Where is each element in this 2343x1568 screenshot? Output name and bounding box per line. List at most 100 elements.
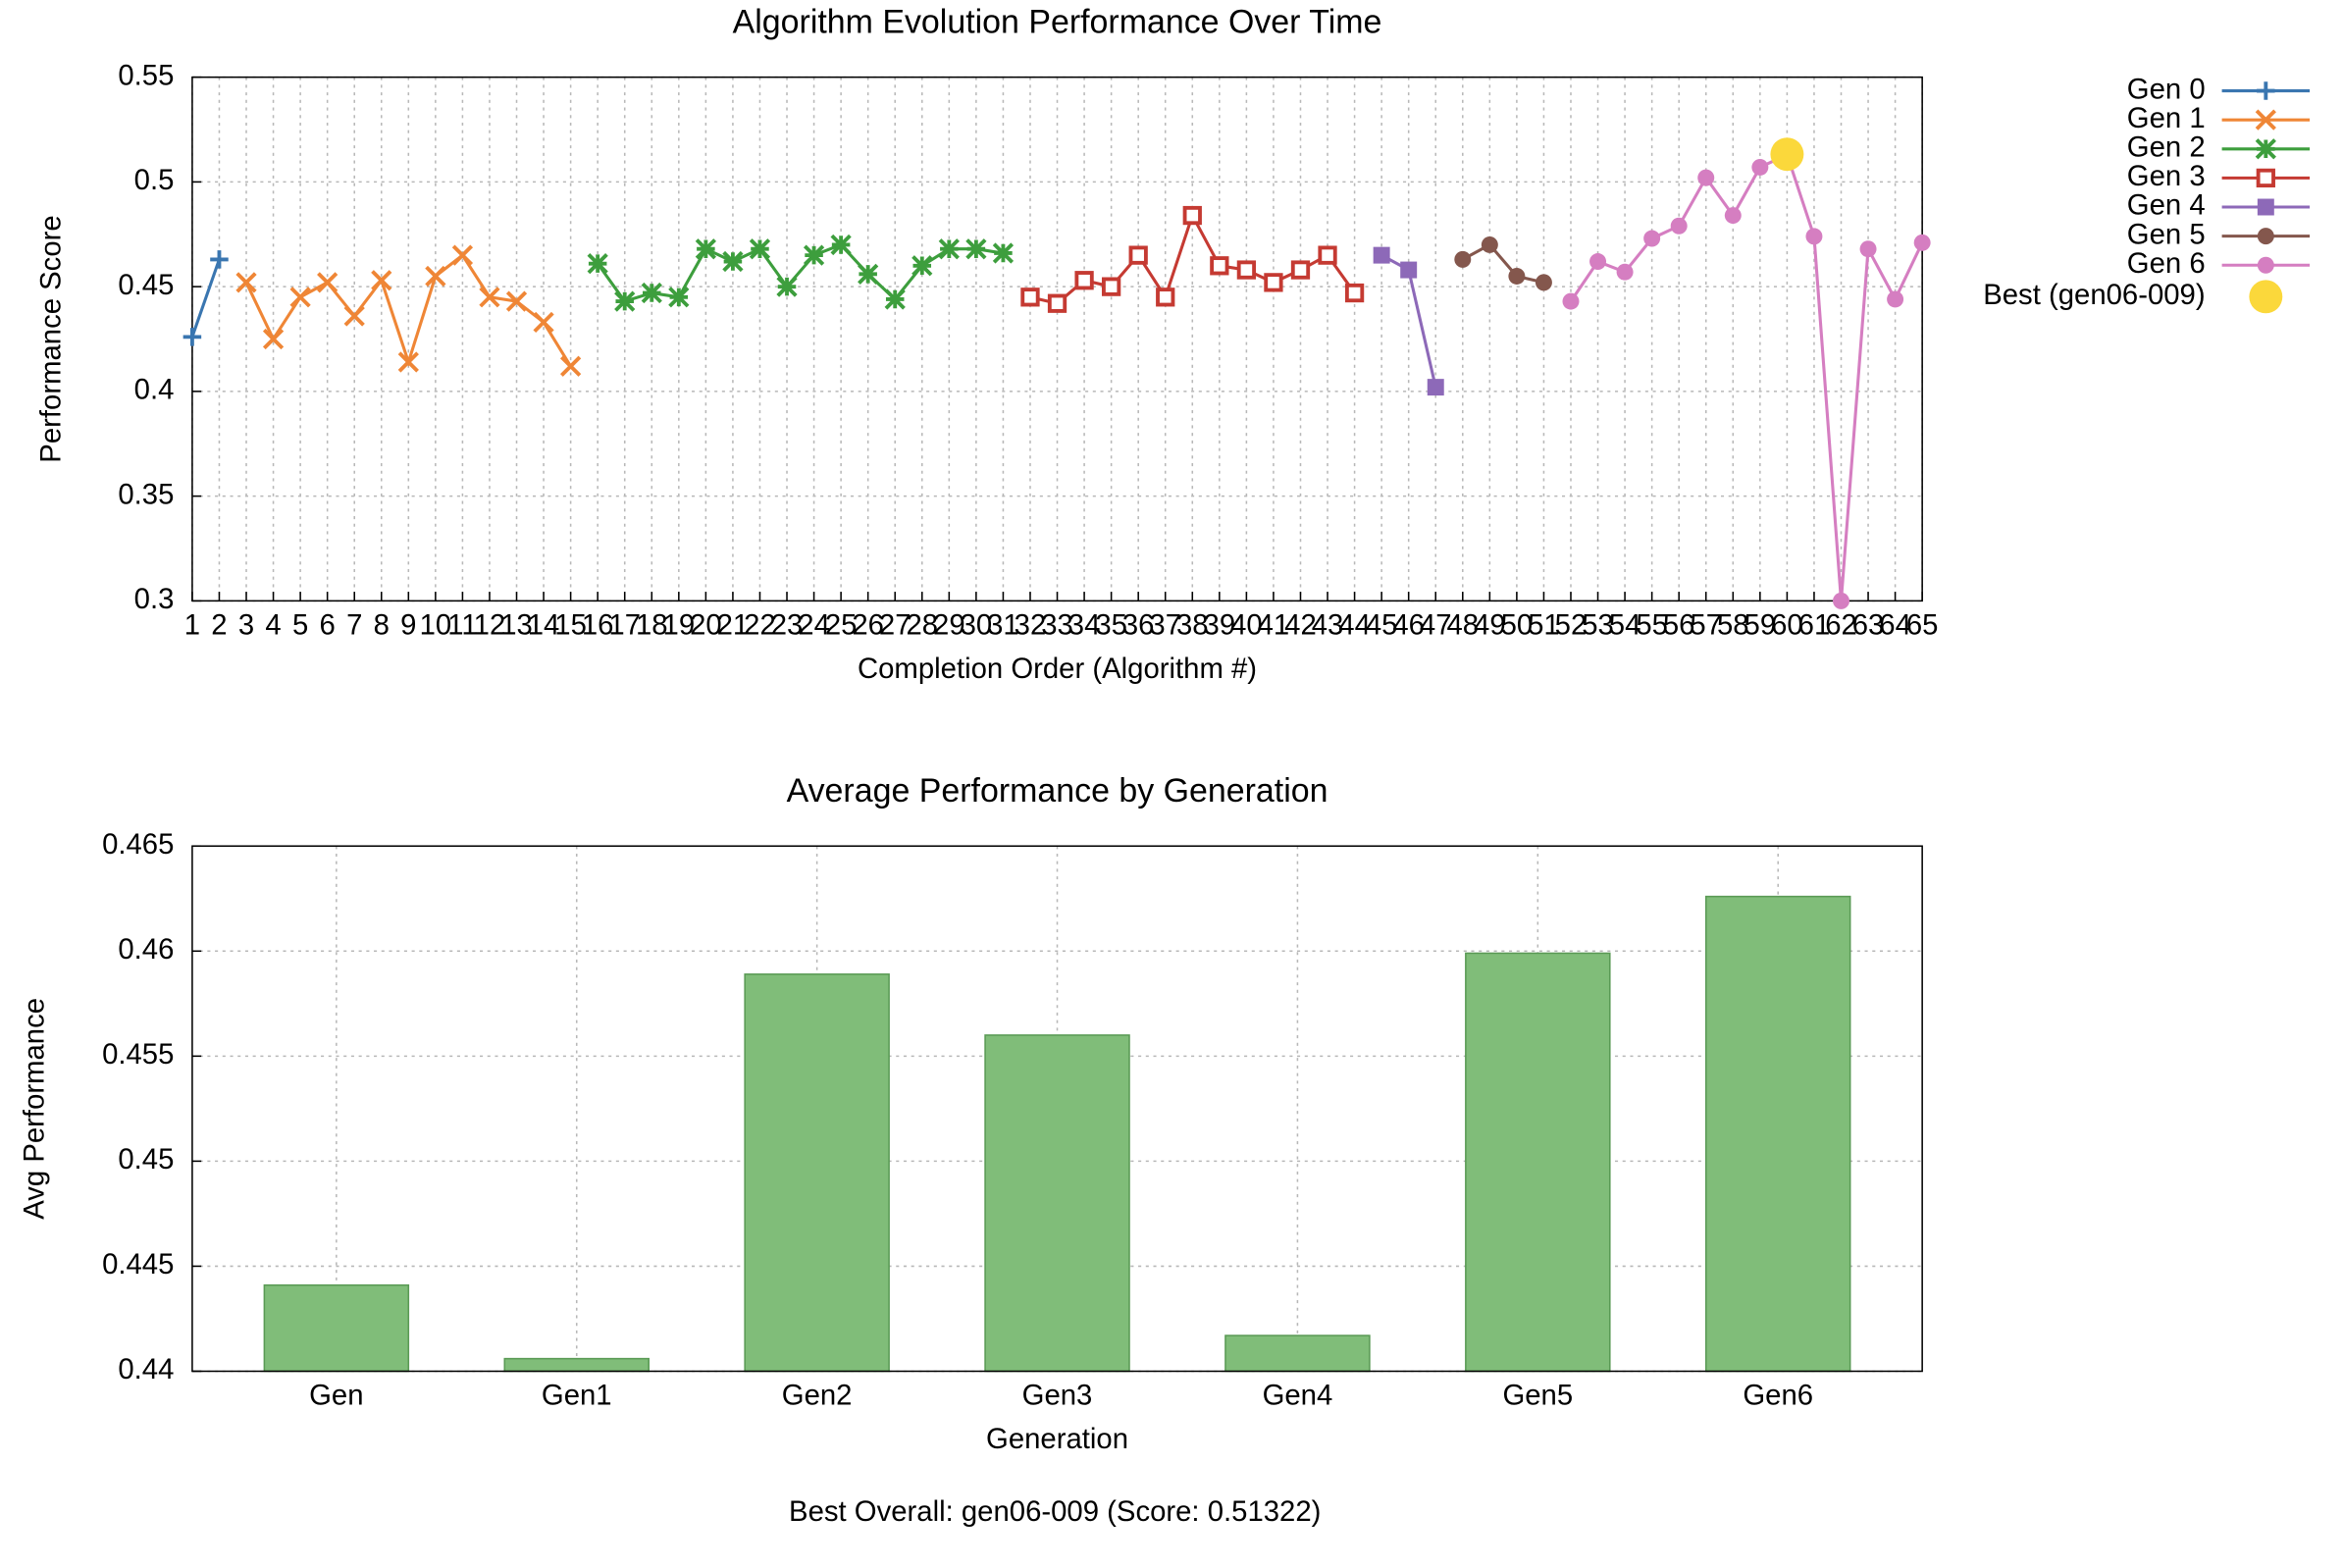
data-point [1047, 293, 1067, 313]
series-line [1569, 152, 1924, 601]
x-tick-label: 61 [1798, 608, 1831, 641]
x-tick-label: 31 [987, 608, 1019, 641]
series-line [244, 252, 572, 368]
data-point [668, 287, 690, 308]
x-tick-label: 63 [1852, 608, 1885, 641]
data-point [1670, 217, 1688, 235]
data-point [695, 238, 716, 260]
data-point [1481, 235, 1498, 253]
legend-symbol [2257, 81, 2275, 100]
x-tick-label: 46 [1392, 608, 1425, 641]
legend-label: Gen 2 [2127, 131, 2206, 164]
x-tick-label: 55 [1636, 608, 1668, 641]
data-point [1400, 261, 1418, 279]
data-point [1887, 290, 1904, 308]
x-tick-label: Gen2 [782, 1379, 853, 1411]
data-point [235, 272, 257, 293]
data-point [911, 255, 933, 277]
data-point [1859, 240, 1877, 258]
bar [263, 1283, 410, 1373]
x-tick-label: 34 [1068, 608, 1101, 641]
y-tick-label: 0.55 [118, 59, 174, 91]
y-tick-label: 0.445 [102, 1248, 174, 1281]
data-point [1454, 250, 1472, 268]
bar [503, 1357, 650, 1373]
x-tick-label: 21 [717, 608, 750, 641]
x-tick-label: 43 [1312, 608, 1344, 641]
x-tick-label: 2 [211, 608, 227, 641]
x-tick-label: 14 [528, 608, 560, 641]
x-tick-label: 3 [238, 608, 254, 641]
y-axis-label: Performance Score [35, 215, 68, 462]
data-point [317, 272, 338, 293]
data-point [289, 287, 311, 308]
x-tick-label: 7 [346, 608, 362, 641]
x-tick-label: Gen3 [1022, 1379, 1093, 1411]
data-point [182, 328, 202, 346]
x-tick-label: 58 [1717, 608, 1749, 641]
data-point [803, 244, 825, 266]
bar [1465, 952, 1611, 1373]
x-tick-label: 28 [906, 608, 938, 641]
y-tick-label: 0.3 [134, 583, 175, 615]
x-tick-label: 62 [1825, 608, 1857, 641]
data-point [425, 265, 446, 287]
data-point [1562, 292, 1580, 310]
x-tick-label: 24 [798, 608, 830, 641]
x-tick-label: Gen4 [1263, 1379, 1333, 1411]
x-tick-label: 4 [265, 608, 281, 641]
data-point [1318, 245, 1337, 265]
legend-symbol [2257, 256, 2274, 274]
x-tick-label: 23 [771, 608, 804, 641]
data-point [938, 238, 960, 260]
data-point [1535, 274, 1552, 291]
x-tick-label: 36 [1122, 608, 1155, 641]
x-tick-label: 48 [1446, 608, 1479, 641]
data-point [1373, 246, 1390, 264]
data-point [965, 238, 987, 260]
data-point [1156, 287, 1175, 307]
x-tick-label: 9 [400, 608, 416, 641]
legend-label: Best (gen06-009) [1983, 279, 2205, 311]
x-tick-label: 45 [1366, 608, 1398, 641]
x-tick-label: 57 [1690, 608, 1722, 641]
y-tick-label: 0.465 [102, 828, 174, 861]
data-point [1236, 260, 1257, 280]
x-tick-label: 1 [184, 608, 200, 641]
x-tick-label: 35 [1095, 608, 1127, 641]
data-point [1210, 256, 1229, 276]
x-tick-label: 39 [1204, 608, 1236, 641]
data-point [992, 242, 1015, 264]
data-point [749, 238, 771, 260]
x-tick-label: 29 [933, 608, 965, 641]
data-point [1833, 592, 1849, 609]
data-point [1805, 228, 1823, 245]
x-tick-label: 26 [852, 608, 884, 641]
x-tick-label: Gen6 [1743, 1379, 1813, 1411]
x-tick-label: Gen [309, 1379, 363, 1411]
x-tick-label: 56 [1663, 608, 1695, 641]
data-point [262, 328, 285, 350]
data-point [1724, 207, 1742, 225]
legend-label: Gen 1 [2127, 102, 2206, 134]
legend-symbol [2257, 198, 2274, 216]
x-tick-label: Gen5 [1502, 1379, 1573, 1411]
data-point [1020, 287, 1040, 307]
data-point [1074, 271, 1094, 290]
data-point [1589, 253, 1607, 271]
legend-symbol [2249, 280, 2283, 314]
x-tick-label: 38 [1176, 608, 1209, 641]
x-tick-label: 53 [1582, 608, 1614, 641]
data-point [830, 234, 852, 256]
series-line [1462, 242, 1544, 285]
series-line [596, 242, 1004, 303]
data-point [1182, 205, 1202, 226]
data-point [210, 250, 229, 269]
x-tick-label: 19 [663, 608, 696, 641]
x-tick-label: 64 [1879, 608, 1911, 641]
y-tick-label: 0.46 [118, 933, 174, 966]
bar [1704, 895, 1851, 1373]
plot-frame [191, 845, 1923, 1373]
x-tick-label: 33 [1041, 608, 1073, 641]
